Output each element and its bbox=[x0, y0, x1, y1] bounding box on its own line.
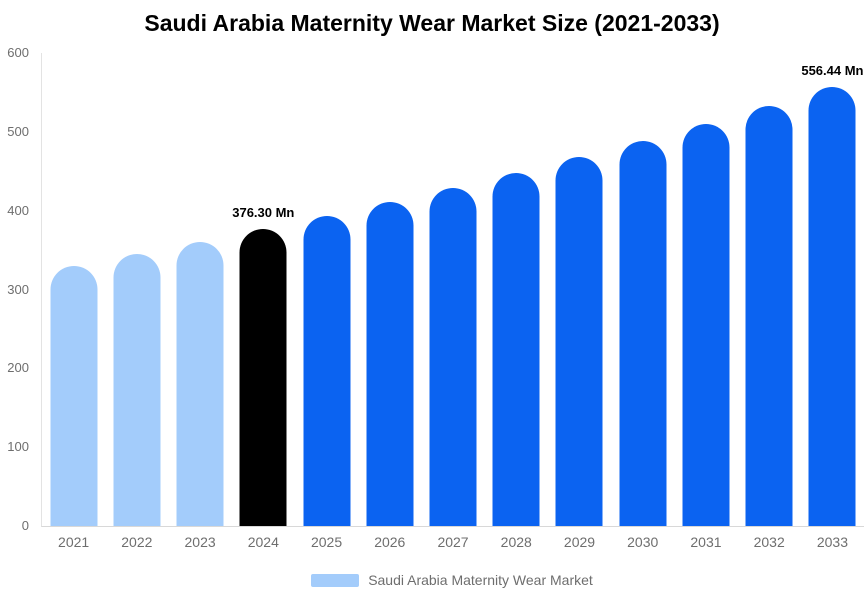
x-axis-label-2029: 2029 bbox=[563, 534, 596, 550]
bar-column-2026: 2026 bbox=[358, 53, 421, 550]
bar-2030[interactable] bbox=[619, 140, 667, 526]
bar-2028[interactable] bbox=[492, 172, 540, 526]
legend-item-maternity-wear[interactable]: Saudi Arabia Maternity Wear Market bbox=[311, 572, 593, 588]
y-axis-tick-label: 300 bbox=[7, 281, 29, 297]
bar-column-2033: 556.44 Mn 2033 bbox=[801, 53, 864, 550]
bar-2033[interactable] bbox=[808, 87, 856, 526]
bar-2023[interactable] bbox=[176, 241, 224, 526]
chart-title: Saudi Arabia Maternity Wear Market Size … bbox=[144, 10, 720, 36]
bar-column-2023: 2023 bbox=[168, 53, 231, 550]
x-axis-label-2028: 2028 bbox=[500, 534, 532, 550]
y-axis-tick-label: 200 bbox=[7, 360, 29, 376]
bar-2027[interactable] bbox=[429, 188, 477, 526]
bar-column-2024: 376.30 Mn 2024 bbox=[232, 53, 295, 550]
x-axis-label-2031: 2031 bbox=[690, 534, 722, 550]
legend: Saudi Arabia Maternity Wear Market bbox=[41, 571, 863, 589]
x-axis-label-2024: 2024 bbox=[247, 534, 279, 550]
bar-2024[interactable] bbox=[239, 229, 287, 526]
y-axis-tick-label: 0 bbox=[21, 518, 29, 533]
bar-column-2030: 2030 bbox=[611, 53, 674, 550]
x-axis-label-2032: 2032 bbox=[753, 534, 785, 550]
y-axis-tick-label: 500 bbox=[7, 123, 29, 139]
y-axis-tick-label: 100 bbox=[7, 439, 29, 455]
bar-column-2028: 2028 bbox=[485, 53, 548, 550]
bar-column-2029: 2029 bbox=[548, 53, 611, 550]
bar-column-2027: 2027 bbox=[421, 53, 484, 550]
bar-2031[interactable] bbox=[682, 123, 730, 526]
y-axis-tick-label: 600 bbox=[7, 45, 29, 60]
bar-column-2021: 2021 bbox=[42, 53, 105, 550]
legend-swatch-icon bbox=[311, 573, 360, 587]
bar-value-label-2033: 556.44 Mn bbox=[801, 63, 864, 79]
bar-2032[interactable] bbox=[745, 105, 793, 526]
x-axis-label-2033: 2033 bbox=[816, 534, 848, 550]
bar-column-2022: 2022 bbox=[105, 53, 168, 550]
bar-column-2025: 2025 bbox=[295, 53, 358, 550]
x-axis-label-2022: 2022 bbox=[121, 534, 153, 550]
bar-2022[interactable] bbox=[113, 253, 161, 526]
legend-label: Saudi Arabia Maternity Wear Market bbox=[368, 572, 593, 588]
bar-2026[interactable] bbox=[366, 202, 414, 526]
bar-2029[interactable] bbox=[555, 157, 603, 526]
x-axis-label-2026: 2026 bbox=[374, 534, 406, 550]
bar-2025[interactable] bbox=[303, 216, 351, 526]
bar-value-label-2024: 376.30 Mn bbox=[232, 205, 295, 221]
x-axis-label-2021: 2021 bbox=[58, 534, 90, 550]
y-axis-tick-label: 400 bbox=[7, 202, 29, 218]
plot-area: 2021 2022 2023 376.30 Mn 2024 2025 2026 2027 202… bbox=[41, 53, 864, 550]
x-axis-label-2027: 2027 bbox=[437, 534, 469, 550]
x-axis-label-2025: 2025 bbox=[310, 534, 343, 550]
x-axis-label-2023: 2023 bbox=[184, 534, 216, 550]
bar-2021[interactable] bbox=[50, 265, 98, 526]
x-axis-label-2030: 2030 bbox=[627, 534, 659, 550]
bar-column-2031: 2031 bbox=[674, 53, 737, 550]
bar-column-2032: 2032 bbox=[738, 53, 801, 550]
y-axis: 0 100 200 300 400 500 600 bbox=[0, 45, 29, 533]
